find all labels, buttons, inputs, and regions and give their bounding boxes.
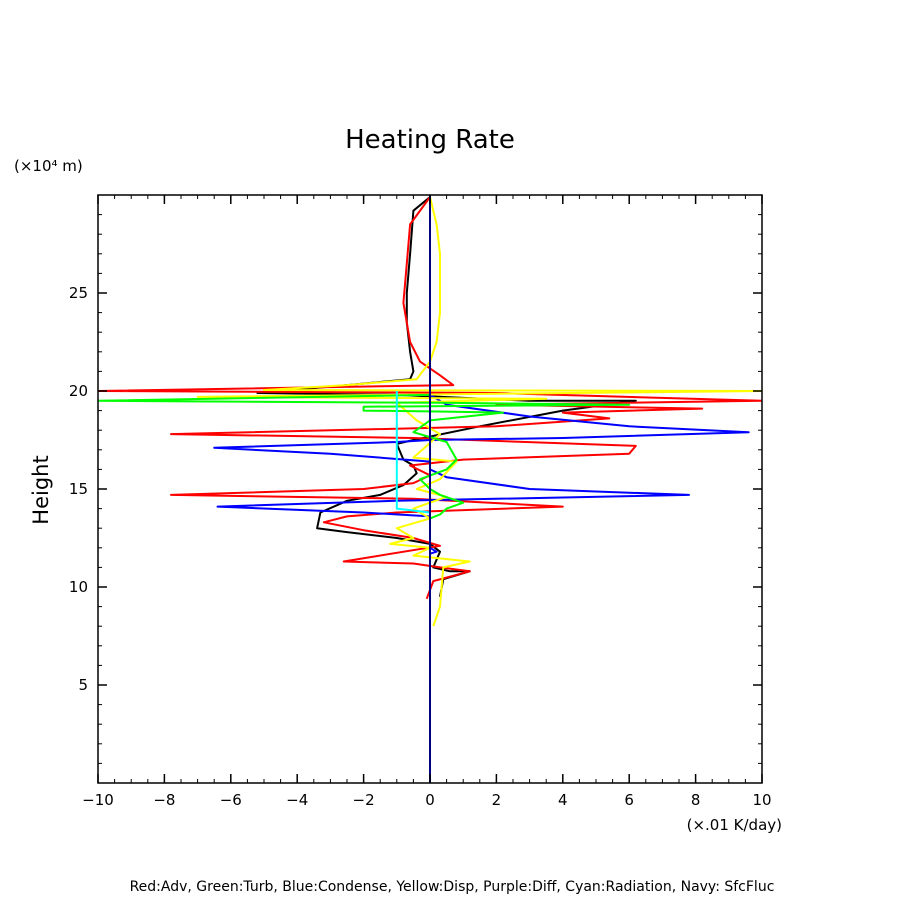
series-line-1 [98, 196, 762, 600]
y-axis-label: Height [29, 455, 53, 524]
series-layer [98, 195, 762, 783]
axis-layer: −10 −8 −6 −4 −2 0 2 4 6 8 10 5 10 15 20 25 [69, 195, 772, 809]
x-tick-label: 2 [492, 791, 502, 809]
x-axis-unit: (×.01 K/day) [687, 816, 782, 834]
x-tick-label: −10 [82, 791, 114, 809]
x-tick-label: 8 [691, 791, 701, 809]
x-tick-label: −4 [286, 791, 308, 809]
plot-frame [97, 194, 763, 784]
x-tick-label: −2 [353, 791, 375, 809]
chart-title: Heating Rate [345, 125, 515, 155]
x-tick-label: 6 [624, 791, 634, 809]
x-tick-label: 0 [425, 791, 435, 809]
x-tick-label: −8 [153, 791, 175, 809]
x-tick-label: 4 [558, 791, 568, 809]
series-line-4 [98, 393, 631, 568]
x-tick-label: 10 [752, 791, 771, 809]
series-line-0 [256, 196, 637, 597]
legend-footer: Red:Adv, Green:Turb, Blue:Condense, Yell… [130, 879, 775, 895]
y-axis-unit: (×10⁴ m) [14, 157, 83, 175]
y-tick-label: 25 [69, 284, 88, 302]
y-tick-label: 5 [78, 676, 88, 694]
y-tick-label: 15 [69, 480, 88, 498]
y-tick-label: 10 [69, 578, 88, 596]
x-tick-label: −6 [220, 791, 242, 809]
y-tick-label: 20 [69, 382, 88, 400]
